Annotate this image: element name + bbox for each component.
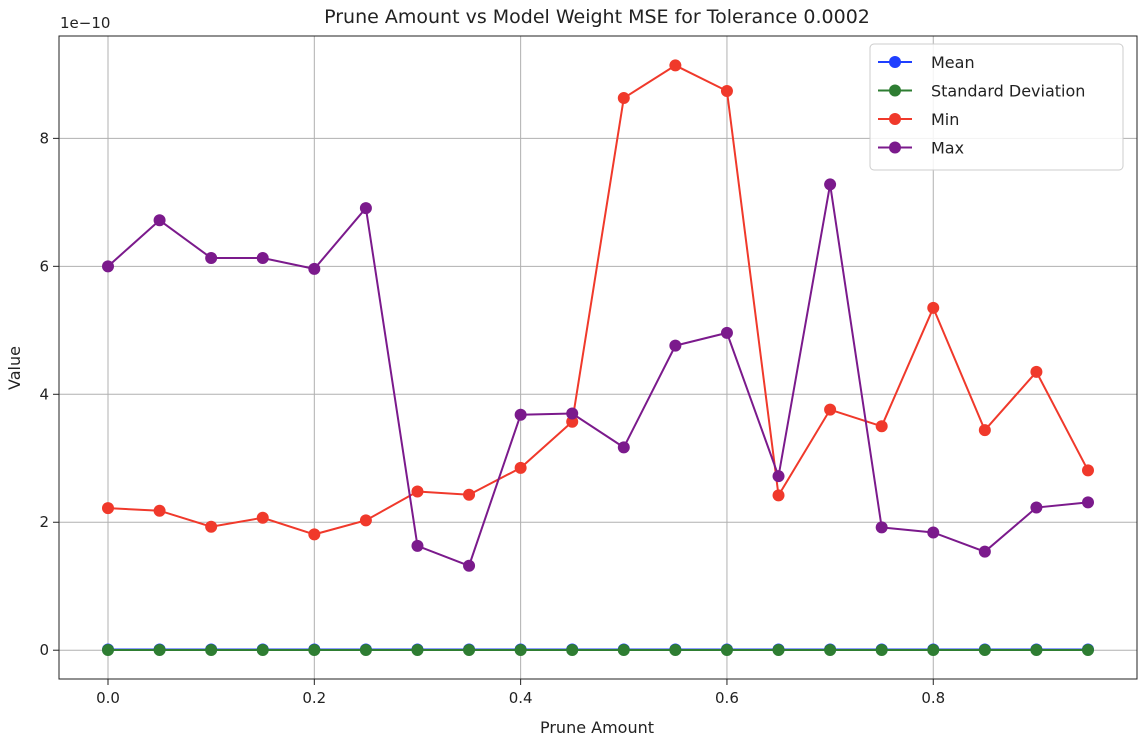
data-point-max [720,326,733,339]
data-point-min [411,485,424,498]
data-point-min [978,424,991,437]
data-point-standard-deviation [205,643,218,656]
legend-item-min: Min [878,110,959,129]
legend-label: Max [931,139,964,158]
y-tick-label: 2 [39,513,49,531]
data-point-min [514,461,527,474]
y-offset-label: 1e−10 [60,14,110,32]
legend-label: Mean [931,53,975,72]
data-point-standard-deviation [153,643,166,656]
data-point-max [978,545,991,558]
data-point-min [1082,464,1094,477]
data-point-max [411,539,424,552]
data-point-min [102,502,114,515]
x-tick-label: 0.0 [96,689,120,707]
data-point-standard-deviation [617,643,630,656]
legend-label: Min [931,110,959,129]
data-point-standard-deviation [308,643,321,656]
x-axis-label: Prune Amount [540,718,654,737]
y-axis-label: Value [5,346,24,390]
data-point-min [153,504,166,517]
y-tick-label: 4 [39,385,49,403]
data-point-max [1082,496,1094,509]
y-tick-label: 6 [39,257,49,275]
y-tick-label: 8 [39,129,49,147]
legend-item-standard-deviation: Standard Deviation [878,82,1085,101]
data-point-standard-deviation [102,643,114,656]
legend-label: Standard Deviation [931,82,1085,101]
data-point-min [359,514,372,527]
series-max [102,178,1094,572]
data-point-min [669,59,682,72]
legend-marker [889,84,901,97]
plot-frame [58,35,1138,680]
data-point-min [463,488,476,501]
data-point-max [927,526,940,539]
legend: Mean Standard Deviation Min Max [869,43,1124,171]
data-point-max [308,262,321,275]
data-point-standard-deviation [566,643,579,656]
legend-marker [889,141,901,154]
data-point-max [617,441,630,454]
data-point-max [824,178,837,191]
data-point-standard-deviation [256,643,269,656]
data-point-standard-deviation [359,643,372,656]
data-point-min [205,520,218,533]
x-tick-label: 0.8 [921,689,945,707]
legend-item-max: Max [878,139,964,158]
data-point-max [205,252,218,265]
data-point-max [669,339,682,352]
legend-item-mean: Mean [878,53,975,72]
data-point-max [256,252,269,265]
data-point-min [772,489,785,502]
data-point-max [514,408,527,421]
legend-marker [889,56,901,68]
legend-box [869,43,1124,171]
data-point-min [617,92,630,105]
data-point-max [566,407,579,420]
data-point-standard-deviation [772,643,785,656]
data-point-standard-deviation [824,643,837,656]
data-point-standard-deviation [411,643,424,656]
data-point-standard-deviation [978,643,991,656]
data-point-standard-deviation [1030,643,1043,656]
data-point-min [927,301,940,314]
data-point-standard-deviation [1082,643,1094,656]
x-tick-label: 0.4 [509,689,533,707]
data-point-standard-deviation [463,643,476,656]
y-tick-label: 0 [39,641,49,659]
data-point-standard-deviation [875,643,888,656]
data-point-standard-deviation [927,643,940,656]
data-point-max [359,202,372,215]
series-min [102,59,1094,541]
data-point-max [1030,501,1043,514]
x-tick-label: 0.6 [715,689,739,707]
data-point-min [566,415,579,428]
chart-title: Prune Amount vs Model Weight MSE for Tol… [324,6,870,28]
data-point-standard-deviation [720,643,733,656]
data-point-standard-deviation [669,643,682,656]
ticks: 0.0 0.2 0.4 0.6 0.8 0 2 4 6 8 [39,129,945,707]
data-point-min [256,511,269,524]
data-point-max [153,214,166,227]
data-point-min [308,528,321,541]
data-point-min [720,85,733,98]
data-point-min [824,403,837,416]
series-line-min [107,64,1089,536]
data-point-min [1030,365,1043,378]
data-point-max [875,521,888,534]
data-point-min [875,420,888,433]
data-point-max [463,559,476,572]
data-point-standard-deviation [514,643,527,656]
series-standard-deviation [102,643,1094,656]
x-tick-label: 0.2 [302,689,326,707]
series-line-max [107,184,1089,568]
data-point-max [102,260,114,273]
data-point-max [772,470,785,483]
series-layer [102,59,1094,656]
legend-marker [889,113,901,125]
